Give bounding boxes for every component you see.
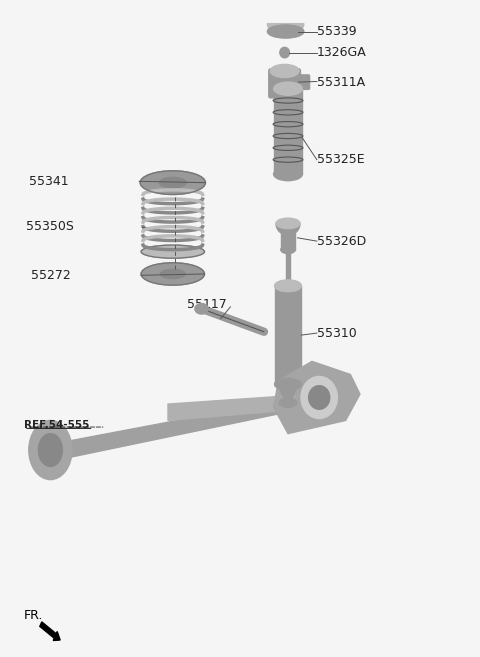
Polygon shape	[168, 394, 322, 420]
Polygon shape	[38, 404, 278, 460]
Ellipse shape	[301, 376, 337, 419]
Ellipse shape	[275, 378, 301, 390]
FancyBboxPatch shape	[269, 69, 300, 98]
Ellipse shape	[141, 263, 204, 285]
Ellipse shape	[276, 218, 300, 229]
Text: 55117: 55117	[187, 298, 227, 311]
Ellipse shape	[140, 171, 205, 194]
FancyBboxPatch shape	[297, 75, 310, 89]
Ellipse shape	[279, 398, 297, 407]
Text: 1326GA: 1326GA	[317, 46, 367, 59]
Text: 55325E: 55325E	[317, 153, 364, 166]
Ellipse shape	[281, 246, 295, 254]
Text: FR.: FR.	[24, 609, 43, 622]
Circle shape	[281, 379, 295, 399]
Polygon shape	[267, 24, 304, 35]
Ellipse shape	[280, 47, 289, 58]
Text: 55341: 55341	[29, 175, 69, 188]
Ellipse shape	[160, 269, 185, 279]
Ellipse shape	[309, 386, 330, 409]
Bar	[281, 378, 295, 397]
Text: 55272: 55272	[31, 269, 71, 282]
Text: 55339: 55339	[317, 25, 357, 38]
Polygon shape	[274, 361, 360, 434]
Bar	[286, 250, 290, 300]
Circle shape	[38, 434, 62, 466]
FancyArrow shape	[40, 622, 60, 641]
Ellipse shape	[270, 64, 299, 78]
FancyBboxPatch shape	[270, 75, 283, 89]
Polygon shape	[276, 223, 300, 235]
Ellipse shape	[159, 177, 186, 188]
Circle shape	[29, 420, 72, 480]
Bar	[274, 89, 302, 174]
Ellipse shape	[267, 25, 304, 38]
Text: REF.54-555: REF.54-555	[24, 420, 89, 430]
Text: 55310: 55310	[317, 327, 357, 340]
Bar	[275, 286, 301, 384]
Bar	[281, 223, 295, 250]
Ellipse shape	[141, 245, 204, 258]
Text: 55326D: 55326D	[317, 235, 366, 248]
Ellipse shape	[274, 82, 302, 95]
Text: 55311A: 55311A	[317, 76, 365, 89]
Ellipse shape	[274, 168, 302, 181]
Bar	[279, 384, 297, 403]
Text: 55350S: 55350S	[26, 220, 74, 233]
Ellipse shape	[275, 280, 301, 292]
Ellipse shape	[195, 304, 208, 314]
